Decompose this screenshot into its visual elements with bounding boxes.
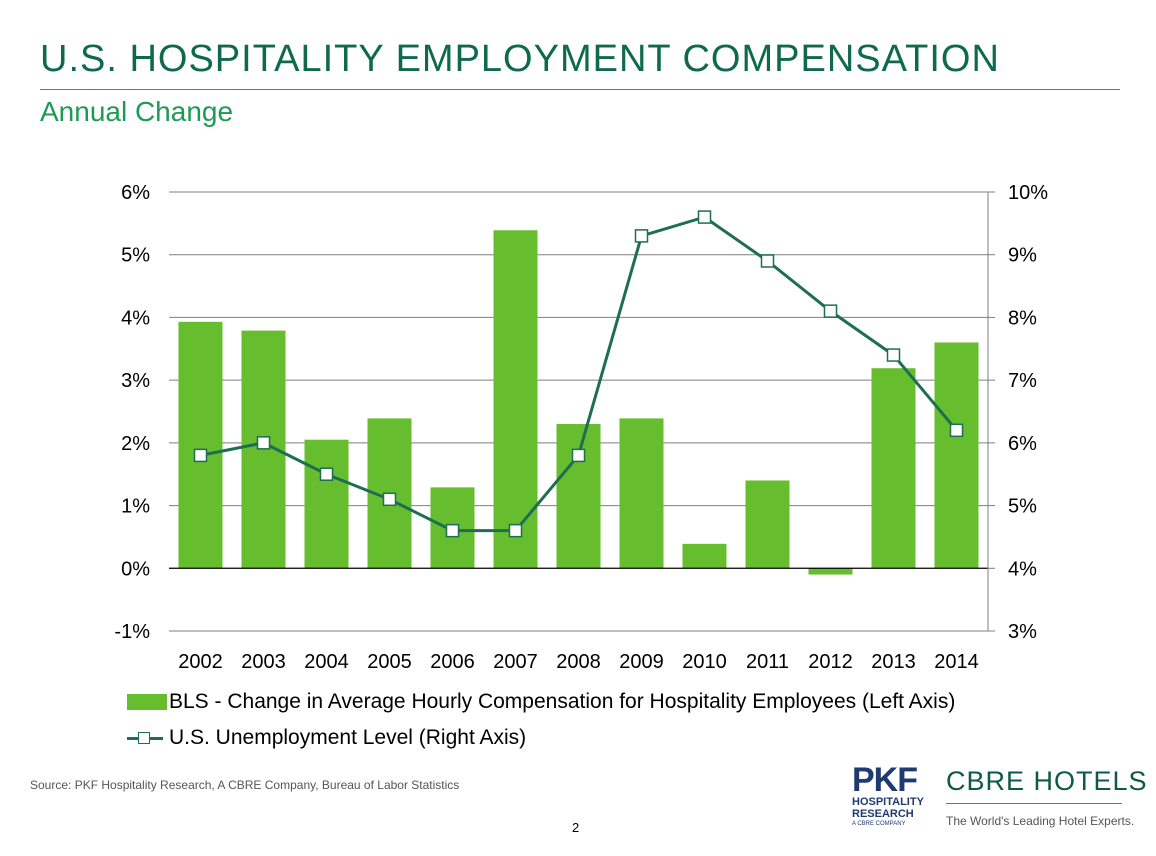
line-point (508, 523, 523, 538)
x-tick-label: 2009 (619, 651, 664, 673)
y-right-tick-label: 8% (1008, 307, 1037, 329)
page-number: 2 (572, 820, 580, 835)
bar (934, 342, 979, 569)
x-tick-label: 2012 (808, 651, 853, 673)
x-tick-label: 2010 (682, 651, 727, 673)
cbre-logo-name: CBRE HOTELS (946, 766, 1148, 796)
bar (871, 368, 916, 569)
x-tick-label: 2003 (241, 651, 286, 673)
line-point (760, 254, 775, 268)
y-left-tick-label: -1% (114, 621, 150, 643)
line-point (697, 210, 712, 224)
bar (745, 480, 790, 569)
line-point (823, 304, 838, 318)
y-right-tick-label: 7% (1008, 370, 1037, 392)
x-tick-label: 2014 (934, 651, 979, 673)
legend-item-line: U.S. Unemployment Level (Right Axis) (127, 720, 955, 756)
slide-title: U.S. HOSPITALITY EMPLOYMENT COMPENSATION (40, 38, 1000, 80)
line-point (445, 523, 460, 538)
line-point (382, 492, 397, 507)
line-point (886, 348, 901, 362)
pkf-logo: PKF HOSPITALITY RESEARCH A CBRE COMPANY (852, 761, 924, 828)
source-note: Source: PKF Hospitality Research, A CBRE… (30, 778, 460, 792)
bar-series (178, 230, 979, 575)
bar (682, 543, 727, 569)
legend-label-line: U.S. Unemployment Level (Right Axis) (169, 726, 527, 749)
bar (304, 439, 349, 569)
bar (178, 321, 223, 569)
pkf-logo-name: PKF (852, 761, 918, 799)
title-divider (40, 89, 1120, 90)
x-tick-label: 2008 (556, 651, 601, 673)
bar (556, 424, 601, 569)
x-tick-label: 2013 (871, 651, 916, 673)
y-right-tick-label: 6% (1008, 433, 1037, 455)
y-right-tick-label: 5% (1008, 496, 1037, 518)
cbre-logo-rule (946, 803, 1122, 804)
slide-subtitle: Annual Change (40, 96, 234, 127)
chart-legend: BLS - Change in Average Hourly Compensat… (127, 684, 955, 756)
line-point (949, 423, 964, 438)
y-right-tick-label: 3% (1008, 621, 1037, 643)
x-tick-label: 2007 (493, 651, 538, 673)
x-tick-label: 2002 (178, 651, 223, 673)
line-point (256, 436, 271, 450)
cbre-hotels-logo: CBRE HOTELS The World's Leading Hotel Ex… (946, 766, 1148, 828)
line-point (193, 448, 208, 463)
line-point (319, 467, 334, 481)
cbre-logo-tagline: The World's Leading Hotel Experts. (946, 814, 1135, 828)
legend-label-bars: BLS - Change in Average Hourly Compensat… (169, 690, 956, 713)
bar (619, 418, 664, 569)
x-tick-label: 2006 (430, 651, 475, 673)
y-left-tick-label: 2% (121, 433, 150, 455)
legend-item-bars: BLS - Change in Average Hourly Compensat… (127, 684, 955, 720)
y-right-tick-label: 10% (1008, 182, 1048, 204)
x-tick-label: 2011 (746, 651, 789, 673)
pkf-logo-line3: A CBRE COMPANY (852, 821, 906, 827)
pkf-logo-line2: RESEARCH (852, 808, 914, 820)
bar (493, 230, 538, 569)
y-right-tick-label: 4% (1008, 558, 1037, 580)
y-left-tick-label: 1% (121, 496, 150, 518)
line-point (634, 229, 649, 243)
line-series (193, 210, 964, 538)
line-point (571, 448, 586, 463)
pkf-logo-line1: HOSPITALITY (852, 796, 924, 808)
y-left-tick-label: 0% (121, 558, 150, 580)
x-tick-label: 2004 (304, 651, 349, 673)
legend-line-swatch (127, 730, 167, 746)
y-left-tick-label: 3% (121, 370, 150, 392)
y-left-tick-label: 4% (121, 307, 150, 329)
y-left-tick-label: 6% (121, 182, 150, 204)
bar (808, 568, 853, 575)
x-tick-label: 2005 (367, 651, 412, 673)
axes (169, 191, 995, 632)
legend-bar-swatch (127, 694, 167, 710)
y-left-tick-label: 5% (121, 245, 150, 267)
y-right-tick-label: 9% (1008, 245, 1037, 267)
tick-labels: -1% 0% 1% 2% 3% 4% 5% 6% 3% 4% 5% 6% 7% 8% 9% 10% 2002 20… (114, 182, 1048, 673)
